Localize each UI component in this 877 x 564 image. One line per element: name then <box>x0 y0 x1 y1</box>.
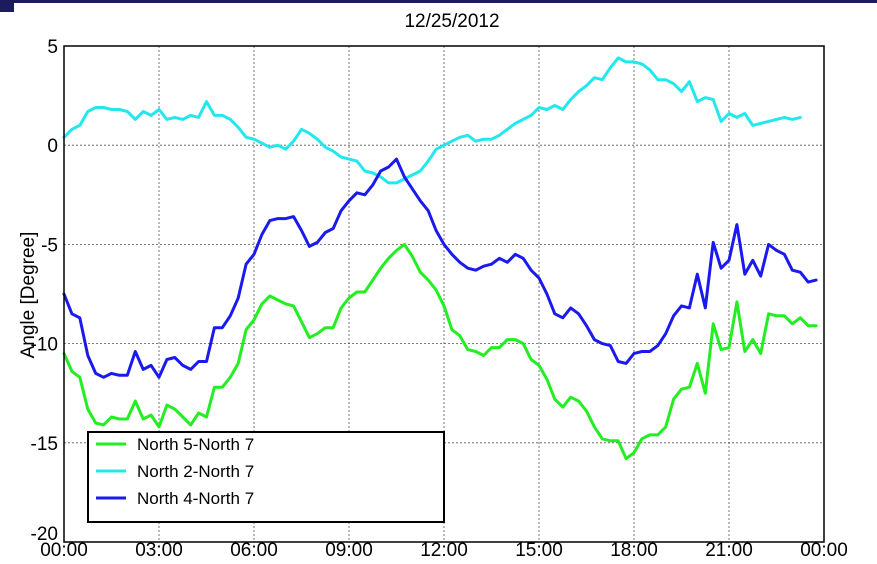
legend-label: North 5-North 7 <box>137 435 254 454</box>
y-axis-label: Angle [Degree] <box>18 232 39 359</box>
x-tick-label: 00:00 <box>800 540 848 561</box>
series-line-north-4-north-7 <box>62 157 818 379</box>
y-tick-label: -15 <box>31 434 58 455</box>
plot-frame <box>63 45 825 543</box>
series-line-north-2-north-7 <box>62 56 802 185</box>
series-line-north-5-north-7 <box>62 242 818 461</box>
chart-title: 12/25/2012 <box>404 11 499 32</box>
x-tick-label: 09:00 <box>325 540 373 561</box>
legend: North 5-North 7 North 2-North 7 North 4-No… <box>87 431 445 523</box>
x-tick-label: 06:00 <box>230 540 278 561</box>
x-tick-label: 03:00 <box>135 540 183 561</box>
y-tick-label: 0 <box>47 136 58 157</box>
legend-box <box>87 431 445 523</box>
x-tick-label: 15:00 <box>515 540 563 561</box>
x-tick-label: 18:00 <box>610 540 658 561</box>
x-tick-label: 00:00 <box>40 540 88 561</box>
legend-items: North 5-North 7 North 2-North 7 North 4-No… <box>96 435 254 508</box>
legend-label: North 4-North 7 <box>137 489 254 508</box>
tick-labels: 00:00 03:00 06:00 09:00 12:00 15:00 18:00 21:00… <box>31 37 848 561</box>
top-accent-corner <box>0 0 14 12</box>
y-tick-label: 5 <box>47 37 58 58</box>
legend-label: North 2-North 7 <box>137 462 254 481</box>
y-tick-label: -20 <box>31 524 58 545</box>
x-tick-label: 12:00 <box>420 540 468 561</box>
x-tick-label: 21:00 <box>705 540 753 561</box>
series-layer <box>62 56 818 461</box>
y-tick-label: -10 <box>31 335 58 356</box>
y-tick-label: -5 <box>41 235 58 256</box>
top-accent-bar <box>0 0 877 3</box>
